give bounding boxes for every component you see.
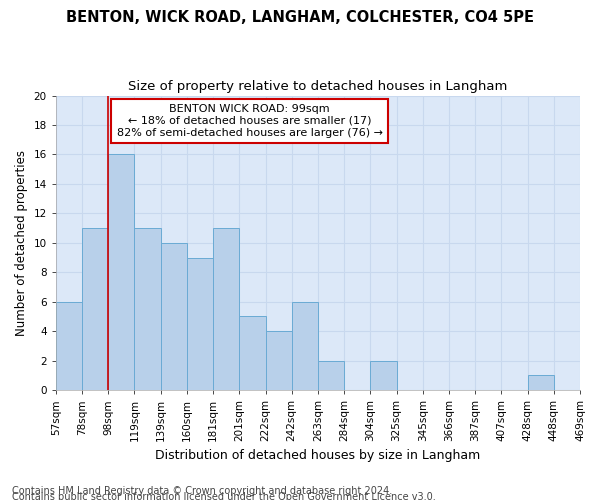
Bar (239, 316, 265, 390)
Bar (187, 258, 213, 390)
Text: BENTON, WICK ROAD, LANGHAM, COLCHESTER, CO4 5PE: BENTON, WICK ROAD, LANGHAM, COLCHESTER, … (66, 10, 534, 25)
Bar (213, 228, 239, 390)
Bar (108, 154, 134, 390)
Bar (527, 376, 554, 390)
Bar (318, 360, 344, 390)
Bar (56, 302, 82, 390)
Bar (265, 331, 292, 390)
Y-axis label: Number of detached properties: Number of detached properties (15, 150, 28, 336)
X-axis label: Distribution of detached houses by size in Langham: Distribution of detached houses by size … (155, 450, 481, 462)
Bar (82, 228, 108, 390)
Title: Size of property relative to detached houses in Langham: Size of property relative to detached ho… (128, 80, 508, 93)
Bar (292, 302, 318, 390)
Bar (134, 228, 161, 390)
Bar (370, 360, 397, 390)
Text: Contains HM Land Registry data © Crown copyright and database right 2024.: Contains HM Land Registry data © Crown c… (12, 486, 392, 496)
Text: Contains public sector information licensed under the Open Government Licence v3: Contains public sector information licen… (12, 492, 436, 500)
Text: BENTON WICK ROAD: 99sqm
← 18% of detached houses are smaller (17)
82% of semi-de: BENTON WICK ROAD: 99sqm ← 18% of detache… (117, 104, 383, 138)
Bar (161, 243, 187, 390)
